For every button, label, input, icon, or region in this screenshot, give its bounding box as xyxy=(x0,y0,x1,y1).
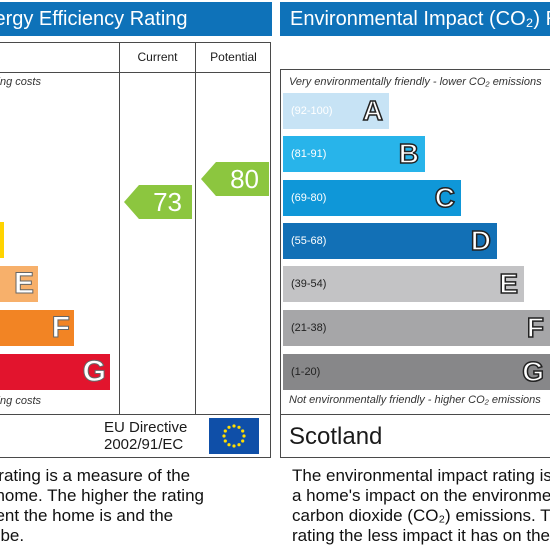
current-rating-arrow: 73 xyxy=(124,185,192,219)
env-band-e: (39-54) E xyxy=(283,266,524,302)
energy-band-f-letter: F xyxy=(51,311,70,345)
env-band-a: (92-100) A xyxy=(283,93,389,129)
env-band-c: (69-80) C xyxy=(283,180,461,216)
energy-description: The energy efficiency rating is a measur… xyxy=(0,466,204,546)
env-band-g: (1-20) G xyxy=(283,354,550,390)
energy-bottom-note-clip: Not energy efficient - higher running co… xyxy=(0,393,119,413)
env-description-clip: The environmental impact rating is a mea… xyxy=(281,466,550,550)
env-band-d-letter: D xyxy=(470,224,492,257)
country-label: Scotland xyxy=(289,423,383,450)
env-description-line: carbon dioxide (CO₂) emissions. The high… xyxy=(292,506,550,525)
env-band-b-letter: B xyxy=(398,137,420,170)
env-description-line: rating the less impact it has on the env… xyxy=(292,526,550,545)
energy-band-e: E xyxy=(0,266,38,302)
energy-band-f: F xyxy=(0,310,74,346)
env-top-note: Very environmentally friendly - lower CO… xyxy=(289,76,542,88)
env-band-b: (81-91) B xyxy=(283,136,425,172)
energy-band-g: G xyxy=(0,354,110,390)
eu-flag-icon xyxy=(209,418,259,454)
env-description: The environmental impact rating is a mea… xyxy=(292,466,550,546)
energy-top-note: Very energy efficient - lower running co… xyxy=(0,76,41,88)
energy-rating-title: Energy Efficiency Rating xyxy=(0,8,188,30)
energy-description-line: lower the fuel bills will be. xyxy=(0,526,25,545)
env-top-note-clip: Very environmentally friendly - lower CO… xyxy=(281,73,550,91)
energy-description-line: the more energy efficient the home is an… xyxy=(0,506,174,525)
env-band-a-range: (92-100) xyxy=(291,105,333,117)
env-band-d-range: (55-68) xyxy=(291,235,327,247)
eu-directive-line1: EU Directive xyxy=(104,419,188,436)
current-column-header: Current xyxy=(137,50,178,64)
energy-bottom-note: Not energy efficient - higher running co… xyxy=(0,395,41,407)
environmental-impact-table xyxy=(280,69,550,458)
energy-band-d xyxy=(0,222,4,258)
energy-band-g-letter: G xyxy=(82,355,106,389)
energy-description-line: The energy efficiency rating is a measur… xyxy=(0,466,191,485)
env-band-b-range: (81-91) xyxy=(291,148,327,160)
energy-rating-table xyxy=(0,42,271,458)
potential-column-divider xyxy=(195,42,196,415)
env-bottom-note: Not environmentally friendly - higher CO… xyxy=(289,394,541,406)
environmental-impact-title: Environmental Impact (CO₂) Rating xyxy=(290,8,550,30)
env-band-e-range: (39-54) xyxy=(291,278,327,290)
env-description-line: a home's impact on the environment in te… xyxy=(292,486,550,505)
environmental-impact-header: Environmental Impact (CO₂) Rating xyxy=(280,2,550,36)
column-header-divider xyxy=(0,72,271,73)
env-band-d: (55-68) D xyxy=(283,223,497,259)
energy-top-note-clip: Very energy efficient - lower running co… xyxy=(0,73,119,93)
env-band-f-letter: F xyxy=(526,311,545,344)
env-band-g-range: (1-20) xyxy=(291,366,321,378)
energy-band-e-letter: E xyxy=(13,267,34,301)
env-bottom-note-clip: Not environmentally friendly - higher CO… xyxy=(281,392,550,410)
env-band-g-letter: G xyxy=(521,355,544,388)
env-footer-divider xyxy=(281,414,550,415)
energy-rating-header: Energy Efficiency Rating xyxy=(0,2,272,36)
env-band-c-letter: C xyxy=(434,181,456,214)
env-description-line: The environmental impact rating is a mea… xyxy=(292,466,550,485)
potential-rating-arrow: 80 xyxy=(201,162,269,196)
env-band-e-letter: E xyxy=(499,267,519,300)
energy-description-clip: The energy efficiency rating is a measur… xyxy=(0,466,272,550)
eu-directive-line2: 2002/91/EC xyxy=(104,436,184,453)
energy-description-line: overall efficiency of a home. The higher… xyxy=(0,486,204,505)
current-column-divider xyxy=(119,42,120,415)
potential-column-header: Potential xyxy=(210,50,257,64)
env-band-c-range: (69-80) xyxy=(291,192,327,204)
env-band-f: (21-38) F xyxy=(283,310,550,346)
env-band-a-letter: A xyxy=(362,94,384,127)
eu-directive: EU Directive 2002/91/EC xyxy=(104,419,187,453)
footer-divider xyxy=(0,414,271,415)
env-band-f-range: (21-38) xyxy=(291,322,327,334)
